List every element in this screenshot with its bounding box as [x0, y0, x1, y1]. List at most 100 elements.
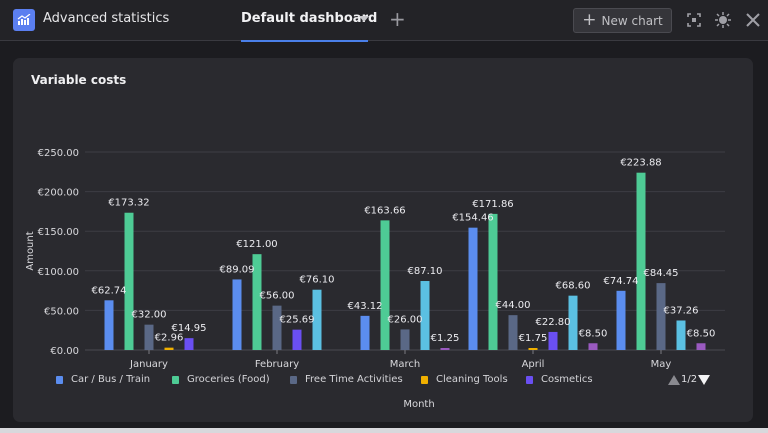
- bar[interactable]: [164, 347, 174, 350]
- bar[interactable]: [528, 348, 538, 350]
- bar-value-label: €22.80: [536, 317, 571, 328]
- y-tick-label: €0.00: [50, 346, 79, 357]
- y-tick-label: €50.00: [44, 306, 79, 317]
- bar-value-label: €8.50: [579, 328, 608, 339]
- close-icon[interactable]: [743, 10, 763, 30]
- legend-item[interactable]: Free Time Activities: [290, 374, 403, 385]
- bar[interactable]: [252, 254, 262, 350]
- bar-value-label: €89.09: [220, 264, 255, 275]
- bar-value-label: €154.46: [452, 213, 493, 224]
- bar[interactable]: [400, 329, 410, 350]
- bar-value-label: €37.26: [664, 305, 699, 316]
- legend-item[interactable]: Groceries (Food): [172, 374, 270, 385]
- y-tick-label: €150.00: [38, 227, 79, 238]
- bar-value-label: €84.45: [644, 268, 679, 279]
- bar[interactable]: [232, 279, 242, 350]
- add-tab-button[interactable]: +: [389, 8, 406, 30]
- bar-value-label: €26.00: [388, 314, 423, 325]
- bar-value-label: €43.12: [348, 301, 383, 312]
- bar-value-label: €74.74: [604, 276, 639, 287]
- legend-page-down-icon[interactable]: [698, 374, 711, 385]
- bar[interactable]: [420, 281, 430, 350]
- bar[interactable]: [124, 212, 134, 350]
- bar[interactable]: [312, 289, 322, 350]
- legend-label: Groceries (Food): [187, 374, 270, 385]
- bar[interactable]: [508, 315, 518, 350]
- legend-swatch: [421, 375, 428, 384]
- plus-icon: +: [389, 7, 406, 31]
- top-bar: Advanced statistics Default dashboard + …: [0, 0, 768, 42]
- legend-item[interactable]: Cleaning Tools: [421, 374, 508, 385]
- x-axis-label: Month: [403, 399, 434, 410]
- legend-label: Cleaning Tools: [436, 374, 508, 385]
- y-tick-label: €250.00: [38, 148, 79, 159]
- legend-swatch: [526, 375, 533, 384]
- new-chart-label: New chart: [601, 13, 663, 28]
- bar[interactable]: [696, 343, 706, 350]
- chart-legend: Car / Bus / Train Groceries (Food) Free Ti…: [56, 374, 716, 390]
- tab-default-dashboard[interactable]: Default dashboard: [241, 0, 377, 42]
- bar-value-label: €8.50: [687, 328, 716, 339]
- app-title: Advanced statistics: [43, 11, 170, 26]
- x-tick-label: April: [522, 359, 545, 370]
- bar-value-label: €14.95: [172, 323, 207, 334]
- x-tick-label: May: [651, 359, 672, 370]
- legend-label: Cosmetics: [541, 374, 593, 385]
- bar[interactable]: [548, 331, 558, 350]
- chart-icon: [13, 9, 35, 31]
- bar[interactable]: [488, 213, 498, 350]
- bar[interactable]: [144, 324, 154, 350]
- legend-item[interactable]: Car / Bus / Train: [56, 374, 150, 385]
- bar-value-label: €32.00: [132, 310, 167, 321]
- legend-label: Free Time Activities: [305, 374, 403, 385]
- brightness-icon[interactable]: [713, 10, 733, 30]
- tab-label: Default dashboard: [241, 11, 378, 26]
- bar-value-label: €62.74: [92, 285, 127, 296]
- bar[interactable]: [440, 348, 450, 350]
- bar-value-label: €87.10: [408, 266, 443, 277]
- bar[interactable]: [184, 338, 194, 350]
- y-axis-label: Amount: [25, 231, 36, 270]
- bar-value-label: €56.00: [260, 291, 295, 302]
- chart-title: Variable costs: [31, 73, 127, 87]
- legend-label: Car / Bus / Train: [71, 374, 151, 385]
- legend-item[interactable]: Cosmetics: [526, 374, 593, 385]
- legend-page-up-icon[interactable]: [668, 374, 680, 385]
- bar[interactable]: [656, 283, 666, 350]
- bar-value-label: €121.00: [236, 239, 277, 250]
- legend-swatch: [290, 375, 297, 384]
- bar-value-label: €223.88: [620, 158, 661, 169]
- bar[interactable]: [104, 300, 114, 350]
- bar[interactable]: [272, 305, 282, 350]
- bar-value-label: €1.75: [519, 333, 548, 344]
- x-tick-label: January: [129, 359, 168, 370]
- bar-value-label: €173.32: [108, 198, 149, 209]
- legend-swatch: [172, 375, 179, 384]
- bar-value-label: €44.00: [496, 300, 531, 311]
- bar[interactable]: [588, 343, 598, 350]
- bar[interactable]: [568, 295, 578, 350]
- x-tick-label: February: [255, 359, 299, 370]
- bar[interactable]: [636, 172, 646, 350]
- chevron-down-icon[interactable]: [359, 16, 369, 22]
- legend-page-indicator: 1/2: [681, 374, 698, 385]
- new-chart-button[interactable]: + New chart: [573, 8, 672, 33]
- bar-value-label: €68.60: [556, 281, 591, 292]
- bottom-strip: [0, 428, 768, 433]
- fullscreen-icon[interactable]: [684, 10, 704, 30]
- legend-pager: 1/2: [668, 374, 711, 385]
- bar[interactable]: [616, 290, 626, 350]
- bar[interactable]: [468, 227, 478, 350]
- plus-icon: +: [582, 10, 597, 30]
- y-tick-label: €200.00: [38, 188, 79, 199]
- bar-value-label: €1.25: [431, 333, 460, 344]
- x-tick-label: March: [390, 359, 420, 370]
- bar[interactable]: [360, 315, 370, 350]
- bar[interactable]: [676, 320, 686, 350]
- active-tab-indicator: [241, 40, 368, 42]
- bar-value-label: €76.10: [300, 275, 335, 286]
- bar-value-label: €25.69: [280, 315, 315, 326]
- bar-chart: €62.74 €173.32 €32.00 €2.96€14.95 €89.09 €121…: [25, 148, 725, 410]
- bar[interactable]: [292, 329, 302, 350]
- bar[interactable]: [380, 220, 390, 350]
